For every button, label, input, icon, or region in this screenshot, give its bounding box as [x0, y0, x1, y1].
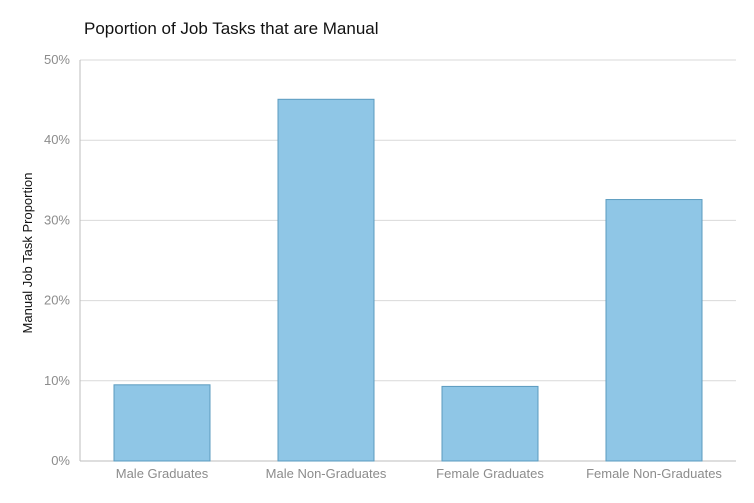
y-tick-label: 40%: [44, 132, 70, 147]
x-axis-ticks: Male Graduates Male Non-Graduates Female G…: [116, 466, 723, 481]
bar: [605, 199, 703, 462]
y-tick-label: 0%: [51, 453, 70, 468]
x-tick-label: Male Graduates: [116, 466, 209, 481]
y-tick-label: 50%: [44, 52, 70, 67]
bars: [113, 98, 703, 462]
bar: [441, 385, 539, 462]
y-tick-label: 10%: [44, 373, 70, 388]
chart-title: Poportion of Job Tasks that are Manual: [84, 19, 379, 38]
y-tick-label: 30%: [44, 212, 70, 227]
x-tick-label: Female Graduates: [436, 466, 544, 481]
bar: [113, 384, 211, 462]
x-tick-label: Male Non-Graduates: [266, 466, 387, 481]
x-tick-label: Female Non-Graduates: [586, 466, 722, 481]
y-axis-ticks: 0% 10% 20% 30% 40% 50%: [44, 52, 70, 468]
bar: [277, 98, 375, 462]
y-axis-title: Manual Job Task Proportion: [20, 173, 35, 334]
y-tick-label: 20%: [44, 293, 70, 308]
